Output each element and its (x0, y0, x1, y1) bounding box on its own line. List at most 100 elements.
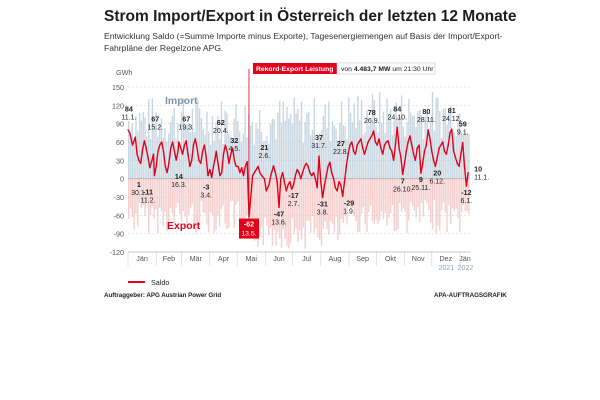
export-bar (162, 178, 164, 227)
export-bar (280, 178, 283, 248)
export-bar (140, 178, 143, 208)
export-bar (278, 178, 281, 239)
record-badge (238, 218, 259, 239)
export-bar (257, 178, 259, 247)
saldo-point (140, 162, 142, 164)
saldo-point (303, 165, 306, 167)
saldo-point (232, 147, 234, 149)
saldo-point (454, 156, 456, 158)
export-bar (158, 178, 161, 208)
annotation-value: -31 (317, 200, 327, 209)
export-bar (273, 178, 275, 230)
saldo-point (416, 147, 418, 149)
import-bar (291, 123, 294, 179)
saldo-point (423, 150, 426, 152)
import-bar (459, 113, 461, 179)
import-bar (339, 122, 341, 179)
saldo-point (360, 138, 362, 140)
export-bar (297, 178, 299, 242)
export-bar (291, 178, 294, 218)
saldo-point (285, 190, 287, 192)
export-bar (440, 178, 443, 211)
export-bar (228, 178, 230, 228)
import-bar (359, 120, 361, 179)
export-bar (386, 178, 388, 226)
month-label: Jän (136, 254, 148, 263)
saldo-point (442, 141, 444, 143)
saldo-point (215, 150, 217, 152)
saldo-point (272, 165, 275, 167)
saldo-point (313, 172, 315, 174)
export-bar (149, 178, 152, 215)
annotation-date: 28.11. (417, 117, 436, 124)
annotation-value: -3 (203, 183, 209, 192)
export-bar (218, 178, 221, 227)
saldo-point (289, 181, 291, 183)
saldo-point (129, 132, 131, 134)
import-bar (209, 144, 212, 179)
import-bar (278, 100, 281, 179)
export-bar (148, 178, 150, 233)
saldo-point (463, 165, 466, 167)
import-bar (304, 122, 306, 179)
import-bar (317, 136, 319, 179)
export-bar (289, 178, 292, 244)
saldo-point (342, 195, 344, 197)
export-bar (424, 178, 426, 201)
import-bar (257, 128, 259, 179)
import-bar (311, 129, 314, 179)
saldo-point (434, 165, 436, 167)
saldo-point (298, 172, 300, 174)
export-bar (237, 178, 239, 202)
import-bar (280, 122, 283, 179)
saldo-point (309, 172, 311, 174)
export-bar (258, 178, 261, 237)
saldo-point (224, 144, 226, 146)
annotation-date: 26.9. (364, 118, 380, 125)
saldo-point (467, 172, 469, 174)
saldo-point (131, 144, 134, 146)
saldo-point (371, 135, 373, 137)
chart-subtitle: Entwicklung Saldo (=Summe Importe minus … (104, 31, 503, 53)
saldo-point (414, 159, 416, 161)
import-bar (351, 122, 354, 179)
import-bar (273, 119, 275, 179)
saldo-point (385, 141, 387, 143)
export-bar (377, 178, 379, 224)
export-bar (135, 178, 137, 214)
import-bar (282, 101, 285, 179)
saldo-point (192, 144, 195, 146)
export-bar (339, 178, 341, 234)
import-bar (444, 108, 446, 179)
export-bar (198, 178, 201, 222)
export-bar (451, 178, 454, 209)
import-bar (242, 133, 245, 179)
export-bar (288, 178, 290, 249)
saldo-point (362, 147, 364, 149)
import-bar (420, 114, 423, 179)
annotation-date: 24.12. (442, 116, 462, 123)
saldo-point (409, 135, 411, 137)
export-bar (329, 178, 332, 221)
export-bar (129, 178, 132, 209)
saldo-point (282, 172, 284, 174)
import-bar (377, 132, 379, 179)
import-bar (168, 133, 170, 179)
export-bar (226, 178, 228, 230)
saldo-point (211, 176, 213, 178)
export-bar (417, 178, 419, 208)
export-bar (462, 178, 465, 205)
export-bar (379, 178, 381, 221)
import-bar (439, 111, 441, 179)
export-bar (364, 178, 366, 225)
annotation-date: 2.6. (259, 153, 271, 160)
import-bar (277, 112, 279, 179)
export-bar (299, 178, 301, 231)
month-label: Feb (163, 254, 175, 263)
saldo-point (268, 184, 270, 186)
saldo-point (252, 175, 254, 177)
y-tick-label: -120 (110, 248, 124, 257)
annotation-date: 1.9. (343, 208, 355, 215)
y-tick-label: 30 (116, 156, 124, 165)
